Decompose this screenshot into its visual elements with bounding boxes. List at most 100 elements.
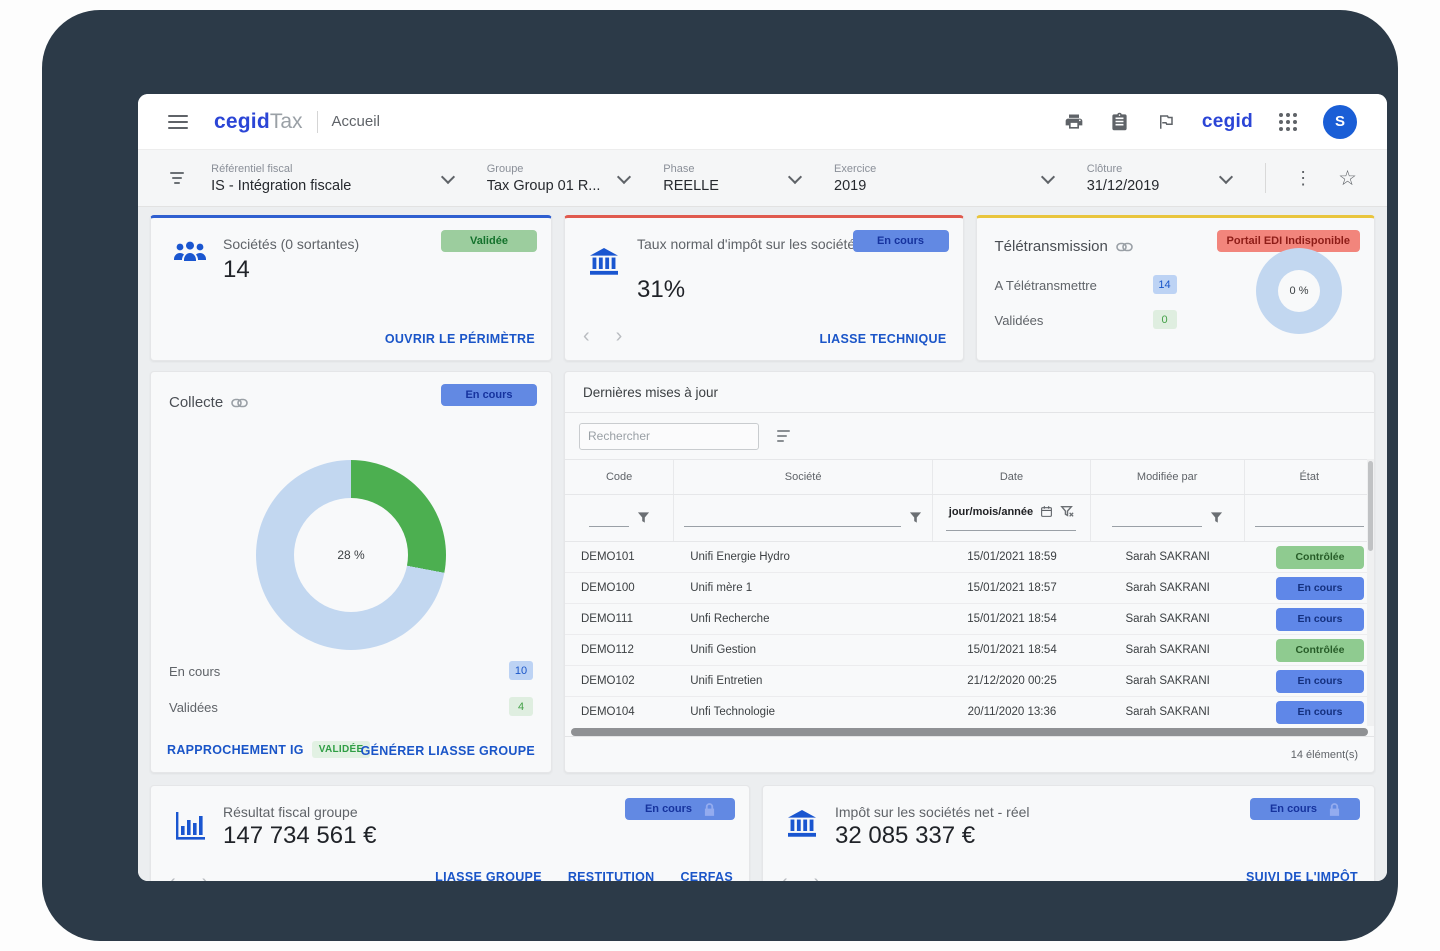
table-row[interactable]: DEMO111 Unfi Recherche 15/01/2021 18:54 … [565, 604, 1374, 635]
filter-label: Phase [663, 162, 695, 175]
filter-phase[interactable]: Phase REELLE [663, 163, 808, 194]
avatar[interactable]: S [1323, 104, 1357, 139]
favorite-star-icon[interactable]: ☆ [1338, 166, 1357, 190]
card-title: Sociétés (0 sortantes) [223, 236, 360, 252]
validee-pill: VALIDÉE [311, 741, 371, 758]
cell-societe: Unifi mère 1 [690, 582, 753, 594]
card-taux-impot: Taux normal d'impôt sur les sociétés 31%… [564, 215, 964, 361]
horizontal-scrollbar[interactable] [571, 728, 1368, 736]
column-header[interactable]: État [1299, 471, 1320, 483]
card-value: 147 734 561 € [223, 822, 377, 849]
status-badge: Portail EDI Indisponible [1216, 230, 1360, 252]
table-grid: Code Société Date Modifiée par État [565, 459, 1374, 736]
cerfas-link[interactable]: CERFAS [680, 870, 733, 881]
filter-label: Référentiel fiscal [211, 162, 293, 175]
table-footer-count: 14 élément(s) [565, 736, 1374, 772]
menu-icon[interactable] [168, 114, 188, 129]
rapprochement-wrap: RAPPROCHEMENT IG VALIDÉE [167, 741, 371, 758]
etat-badge: En cours [1275, 576, 1364, 600]
generer-liasse-groupe-link[interactable]: GÉNÉRER LIASSE GROUPE [360, 744, 535, 758]
filter-value: IS - Intégration fiscale [211, 177, 352, 194]
dashboard: Sociétés (0 sortantes) 14 Validée OUVRIR… [138, 207, 1387, 881]
date-filter-input[interactable]: jour/mois/année [948, 505, 1034, 518]
prev-arrow-icon[interactable]: ‹ [583, 325, 590, 347]
card-dernieres-mises-a-jour: Dernières mises à jour Code Société Date… [564, 371, 1375, 773]
filter-groupe[interactable]: Groupe Tax Group 01 R... [487, 163, 638, 194]
cell-code: DEMO104 [581, 706, 635, 718]
clipboard-icon[interactable] [1110, 112, 1130, 132]
tt-row-label: A Télétransmettre [994, 278, 1097, 293]
filter-cloture[interactable]: Clôture 31/12/2019 [1087, 163, 1239, 194]
liasse-technique-link[interactable]: LIASSE TECHNIQUE [819, 332, 947, 346]
etat-badge: En cours [1275, 607, 1364, 631]
bank-icon [783, 810, 821, 838]
suivi-impot-link[interactable]: SUIVI DE L'IMPÔT [1246, 870, 1358, 881]
cell-societe: Unifi Entretien [690, 675, 763, 687]
column-header[interactable]: Modifiée par [1091, 460, 1245, 494]
card-title: Taux normal d'impôt sur les sociétés [637, 236, 863, 252]
cell-societe: Unifi Energie Hydro [690, 551, 790, 563]
table-row[interactable]: DEMO104 Unfi Technologie 20/11/2020 13:3… [565, 697, 1374, 727]
column-header[interactable]: Date [933, 460, 1091, 494]
table-header-row: Code Société Date Modifiée par État [565, 459, 1374, 495]
donut-label: 0 % [1278, 270, 1320, 312]
code-filter-input[interactable] [588, 510, 629, 527]
cell-code: DEMO102 [581, 675, 635, 687]
flag-icon[interactable] [1156, 112, 1176, 132]
table-row[interactable]: DEMO100 Unifi mère 1 15/01/2021 18:57 Sa… [565, 573, 1374, 604]
apps-grid-icon[interactable] [1279, 112, 1297, 131]
card-pager: ‹ › [169, 872, 208, 881]
table-row[interactable]: DEMO102 Unifi Entretien 21/12/2020 00:25… [565, 666, 1374, 697]
lock-icon [1329, 802, 1340, 816]
prev-arrow-icon[interactable]: ‹ [781, 872, 788, 881]
table-row[interactable]: DEMO112 Unifi Gestion 15/01/2021 18:54 S… [565, 635, 1374, 666]
link-icon [1116, 242, 1133, 251]
logo-cegid: cegid [214, 109, 270, 133]
teletransmission-donut: 0 % [1256, 248, 1342, 334]
table-row[interactable]: DEMO101 Unifi Energie Hydro 15/01/2021 1… [565, 542, 1374, 573]
funnel-icon[interactable] [1210, 512, 1223, 524]
vertical-scrollbar[interactable] [1367, 459, 1374, 726]
search-input[interactable] [579, 422, 759, 450]
funnel-icon[interactable] [637, 512, 650, 524]
header-actions: cegid S [1064, 104, 1357, 139]
tablet-bezel: cegid Tax Accueil cegid [42, 10, 1398, 941]
filter-value: Tax Group 01 R... [486, 177, 601, 194]
restitution-link[interactable]: RESTITUTION [567, 870, 655, 881]
next-arrow-icon[interactable]: › [202, 872, 209, 881]
more-options-icon[interactable]: ⋮ [1294, 168, 1313, 188]
count-chip: 0 [1152, 310, 1177, 329]
funnel-off-icon[interactable] [1060, 505, 1074, 518]
print-icon[interactable] [1064, 112, 1084, 132]
filter-exercice[interactable]: Exercice 2019 [834, 163, 1061, 194]
status-badge: Validée [441, 230, 537, 252]
rapprochement-ig-link[interactable]: RAPPROCHEMENT IG [167, 742, 304, 757]
column-header[interactable]: Société [674, 460, 934, 494]
modifiee-par-filter-input[interactable] [1111, 510, 1202, 527]
card-title: Télétransmission [994, 238, 1108, 255]
next-arrow-icon[interactable]: › [814, 872, 821, 881]
card-value: 31% [637, 276, 686, 303]
funnel-icon[interactable] [909, 512, 922, 524]
status-badge: En cours [441, 384, 537, 406]
collecte-row-label: En cours [169, 664, 221, 679]
cegid-brand-logo[interactable]: cegid [1201, 110, 1253, 132]
card-collecte: Collecte En cours 28 % En cours 10 Valid… [150, 371, 552, 773]
etat-filter-input[interactable] [1254, 510, 1364, 527]
ouvrir-perimetre-link[interactable]: OUVRIR LE PÉRIMÈTRE [384, 332, 535, 346]
etat-badge: En cours [1275, 700, 1364, 724]
prev-arrow-icon[interactable]: ‹ [169, 872, 176, 881]
column-header[interactable]: Code [565, 460, 675, 494]
next-arrow-icon[interactable]: › [615, 325, 623, 347]
calendar-icon[interactable] [1040, 505, 1053, 518]
cell-code: DEMO111 [581, 613, 633, 625]
bar-chart-icon [171, 812, 209, 840]
liasse-groupe-link[interactable]: LIASSE GROUPE [435, 870, 542, 881]
card-resultat-fiscal: Résultat fiscal groupe 147 734 561 € En … [150, 785, 750, 881]
filter-referentiel[interactable]: Référentiel fiscal IS - Intégration fisc… [211, 163, 461, 194]
card-impot-societes: Impôt sur les sociétés net - réel 32 085… [762, 785, 1375, 881]
column-filter-icon[interactable] [777, 430, 790, 442]
societe-filter-input[interactable] [684, 510, 902, 527]
filter-icon[interactable] [168, 172, 185, 184]
